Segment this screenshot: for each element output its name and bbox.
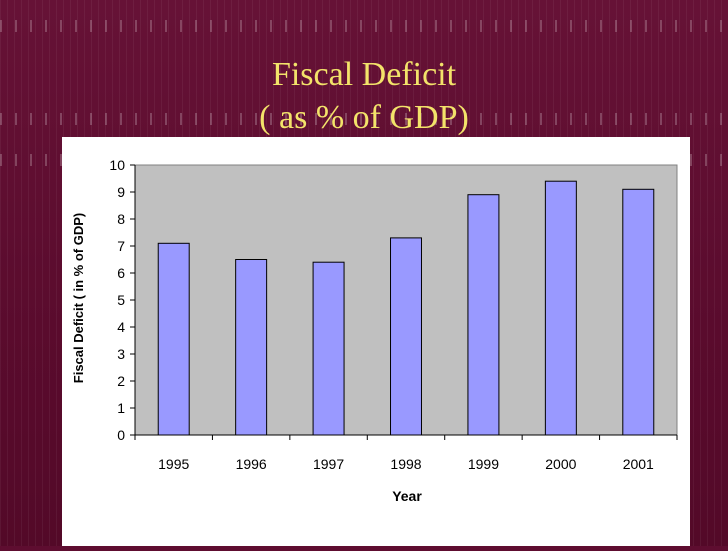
x-axis-label: Year <box>392 488 422 504</box>
decorative-stripes-upper <box>0 113 728 125</box>
y-tick-label: 10 <box>109 157 125 173</box>
bar-2001 <box>622 188 655 436</box>
bar-1998 <box>390 237 422 436</box>
x-tick-label: 1995 <box>158 456 189 472</box>
bar-chart: 0 1 2 3 4 5 6 7 8 9 10 1995 1996 1997 1998 1999 2000 200… <box>71 157 678 504</box>
y-tick-label: 5 <box>117 292 125 308</box>
x-tick-label: 1997 <box>313 456 344 472</box>
x-tick-label: 2000 <box>545 456 576 472</box>
y-tick-label: 7 <box>117 238 125 254</box>
y-tick-label: 6 <box>117 265 125 281</box>
y-tick-label: 2 <box>117 373 125 389</box>
chart-panel: 0 1 2 3 4 5 6 7 8 9 10 1995 1996 1997 1998 1999 2000 200… <box>62 137 690 546</box>
y-tick-label: 8 <box>117 211 125 227</box>
y-tick-label: 3 <box>117 346 125 362</box>
slide-title-line-2: ( as % of GDP) <box>259 99 469 136</box>
bar-1996 <box>235 259 268 436</box>
y-axis-label: Fiscal Deficit ( in % of GDP) <box>71 213 86 383</box>
bar-1997 <box>312 261 345 436</box>
bar-1995 <box>157 242 190 436</box>
x-tick-label: 2001 <box>623 456 654 472</box>
bar-2000 <box>544 180 577 436</box>
y-tick-label: 4 <box>117 319 125 335</box>
slide-title-line-1: Fiscal Deficit <box>271 56 457 93</box>
x-tick-label: 1999 <box>468 456 499 472</box>
decorative-stripes-top <box>0 20 728 32</box>
y-tick-label: 0 <box>117 427 125 443</box>
x-tick-label: 1996 <box>236 456 267 472</box>
bar-1999 <box>467 194 500 436</box>
y-tick-label: 9 <box>117 184 125 200</box>
y-tick-label: 1 <box>117 400 125 416</box>
x-tick-label: 1998 <box>390 456 421 472</box>
